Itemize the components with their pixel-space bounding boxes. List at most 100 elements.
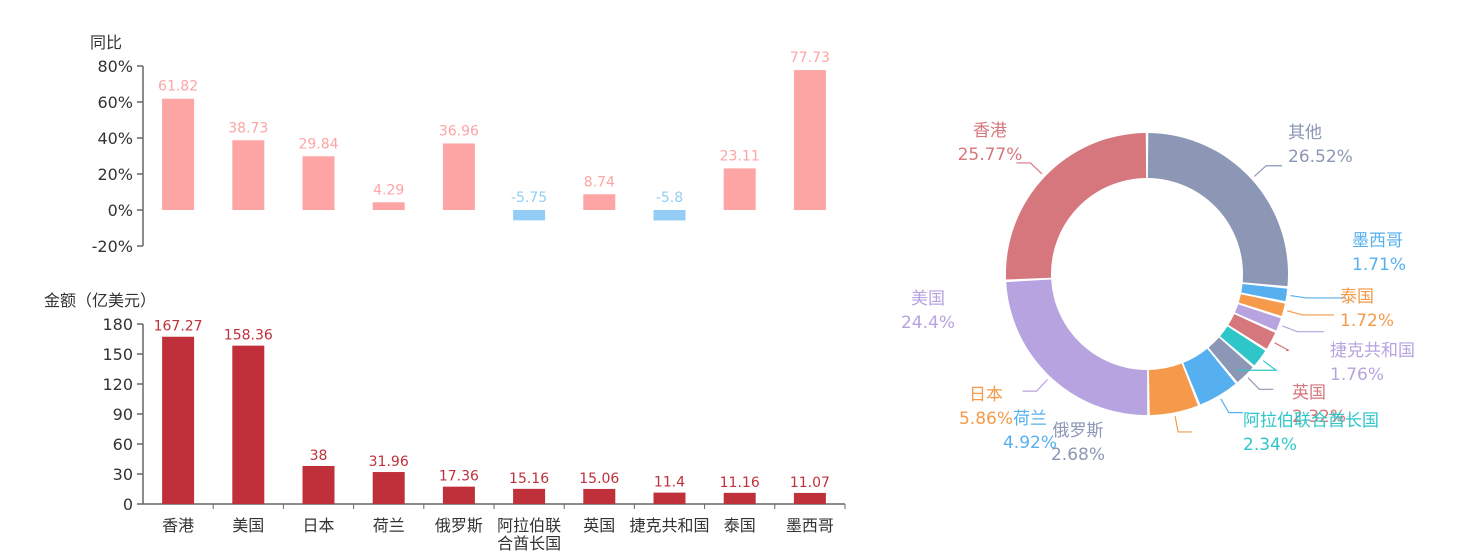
share-donut-chart: 其他 26.52% 墨西哥 1.71% 泰国 1.72% 捷克共和国 1.76%英国 2.32%… [901, 121, 1415, 465]
donut-slice-percent: 4.92% [1003, 433, 1057, 453]
donut-slice-name: 英国 [1292, 383, 1326, 403]
amount-category-label: 荷兰 [373, 516, 405, 535]
donut-slice-percent: 25.77% [958, 145, 1023, 165]
amount-tick-label: 150 [102, 345, 133, 364]
amount-y-axis: 180 150 120 90 60 30 0 [102, 315, 846, 514]
amount-category-label: 墨西哥 [786, 516, 834, 535]
amount-bar [372, 472, 405, 504]
amount-bar [162, 336, 195, 504]
amount-bar [302, 466, 335, 504]
yoy-y-axis-label: 同比 [90, 33, 122, 52]
amount-tick-label: 30 [113, 465, 133, 484]
yoy-value-label: 8.74 [584, 174, 615, 190]
donut-leader-line [1290, 294, 1346, 299]
amount-bar [513, 488, 546, 504]
yoy-tick-label: 20% [97, 165, 133, 184]
donut-slice-percent: 1.71% [1352, 255, 1406, 275]
amount-value-label: 15.16 [509, 471, 549, 487]
donut-slice [1148, 363, 1198, 415]
donut-slice [1238, 294, 1285, 316]
yoy-tick-label: 60% [97, 93, 133, 112]
amount-category-label: 英国 [583, 516, 615, 535]
yoy-value-label: 38.73 [228, 120, 268, 136]
yoy-bar [653, 210, 686, 221]
donut-slice-name: 阿拉伯联合酋长国 [1243, 411, 1379, 431]
yoy-value-label: 36.96 [439, 123, 479, 139]
yoy-y-axis: 80% 60% 40% 20% 0% -20% [92, 57, 144, 256]
yoy-value-label: 23.11 [720, 148, 760, 164]
yoy-value-label: 29.84 [298, 136, 338, 152]
yoy-bar [372, 202, 405, 210]
yoy-bar [583, 194, 616, 210]
amount-value-label: 38 [310, 448, 328, 464]
donut-slice-name: 捷克共和国 [1330, 341, 1415, 361]
amount-value-label: 167.27 [154, 319, 203, 335]
yoy-bar [302, 156, 335, 210]
yoy-value-label: 4.29 [373, 182, 404, 198]
amount-tick-label: 90 [113, 405, 133, 424]
amount-value-label: 17.36 [439, 469, 479, 485]
donut-slice-percent: 1.72% [1340, 311, 1394, 331]
yoy-tick-label: 80% [97, 57, 133, 76]
yoy-bars: 61.82 38.73 29.84 4.29 36.96 -5.75 8.74 -5.8 23.… [158, 50, 830, 221]
donut-leader-line [1274, 342, 1289, 352]
amount-value-label: 15.06 [579, 471, 619, 487]
amount-bar [653, 492, 686, 504]
donut-slice [1208, 337, 1253, 383]
donut-slice-name: 香港 [973, 121, 1007, 141]
donut-slice-percent: 2.32% [1292, 407, 1346, 427]
amount-value-label: 158.36 [224, 328, 273, 344]
amount-category-label: 阿拉伯联 [497, 516, 561, 535]
amount-category-label: 香港 [162, 516, 194, 535]
amount-category-label: 捷克共和国 [629, 516, 709, 535]
amount-bar [793, 492, 826, 504]
yoy-value-label: -5.8 [656, 190, 683, 206]
amount-x-axis-labels: 香港 美国 日本 荷兰 俄罗斯 阿拉伯联合酋长国 英国 捷克共和国 泰国 墨西哥 [162, 516, 834, 553]
amount-tick-label: 120 [102, 375, 133, 394]
donut-slice-percent: 1.76% [1330, 365, 1384, 385]
donut-slice-percent: 24.4% [901, 313, 955, 333]
amount-value-label: 11.16 [720, 475, 760, 491]
amount-tick-label: 0 [123, 495, 133, 514]
yoy-bar [513, 210, 546, 221]
amount-bar [442, 486, 475, 504]
amount-category-label: 俄罗斯 [435, 516, 483, 535]
donut-slice-percent: 5.86% [959, 409, 1013, 429]
yoy-tick-label: -20% [92, 237, 133, 256]
donut-slice [1220, 326, 1266, 366]
donut-slice-name: 荷兰 [1013, 409, 1047, 429]
donut-slice-percent: 2.34% [1243, 435, 1297, 455]
amount-category-label: 日本 [302, 516, 334, 535]
amount-value-label: 11.4 [654, 475, 685, 491]
yoy-value-label: -5.75 [511, 190, 547, 206]
yoy-bar [793, 70, 826, 210]
amount-tick-label: 180 [102, 315, 133, 334]
donut-slice-name: 泰国 [1340, 287, 1374, 307]
donut-slice [1183, 348, 1236, 405]
amount-category-label: 美国 [232, 516, 264, 535]
yoy-bar-chart: 同比 80% 60% 40% 20% 0% -20% 61.82 38.73 29.84 4.2… [90, 33, 830, 256]
donut-leader-line [1220, 398, 1243, 414]
amount-category-label: 泰国 [724, 516, 756, 535]
donut-slice-name: 墨西哥 [1352, 231, 1403, 251]
donut-leader-line [1237, 360, 1278, 371]
yoy-bar [162, 98, 195, 210]
yoy-bar [232, 140, 265, 210]
donut-slice [1147, 133, 1288, 287]
donut-slices [1005, 133, 1288, 415]
amount-value-label: 31.96 [369, 454, 409, 470]
yoy-value-label: 61.82 [158, 79, 198, 95]
amount-bar [583, 488, 616, 504]
donut-leader-line [1022, 379, 1048, 392]
donut-slice [1005, 133, 1147, 280]
amount-bar-chart: 金额（亿美元） 180 150 120 90 60 30 0 167.27 158.36 38 3… [44, 291, 846, 553]
donut-slice-name: 俄罗斯 [1053, 421, 1104, 441]
donut-slice [1228, 314, 1276, 349]
yoy-bar [723, 168, 756, 210]
donut-slice-name: 其他 [1288, 123, 1322, 143]
donut-slice-name: 日本 [969, 385, 1003, 405]
donut-slice-name: 美国 [911, 289, 945, 309]
donut-slice [1241, 284, 1288, 302]
